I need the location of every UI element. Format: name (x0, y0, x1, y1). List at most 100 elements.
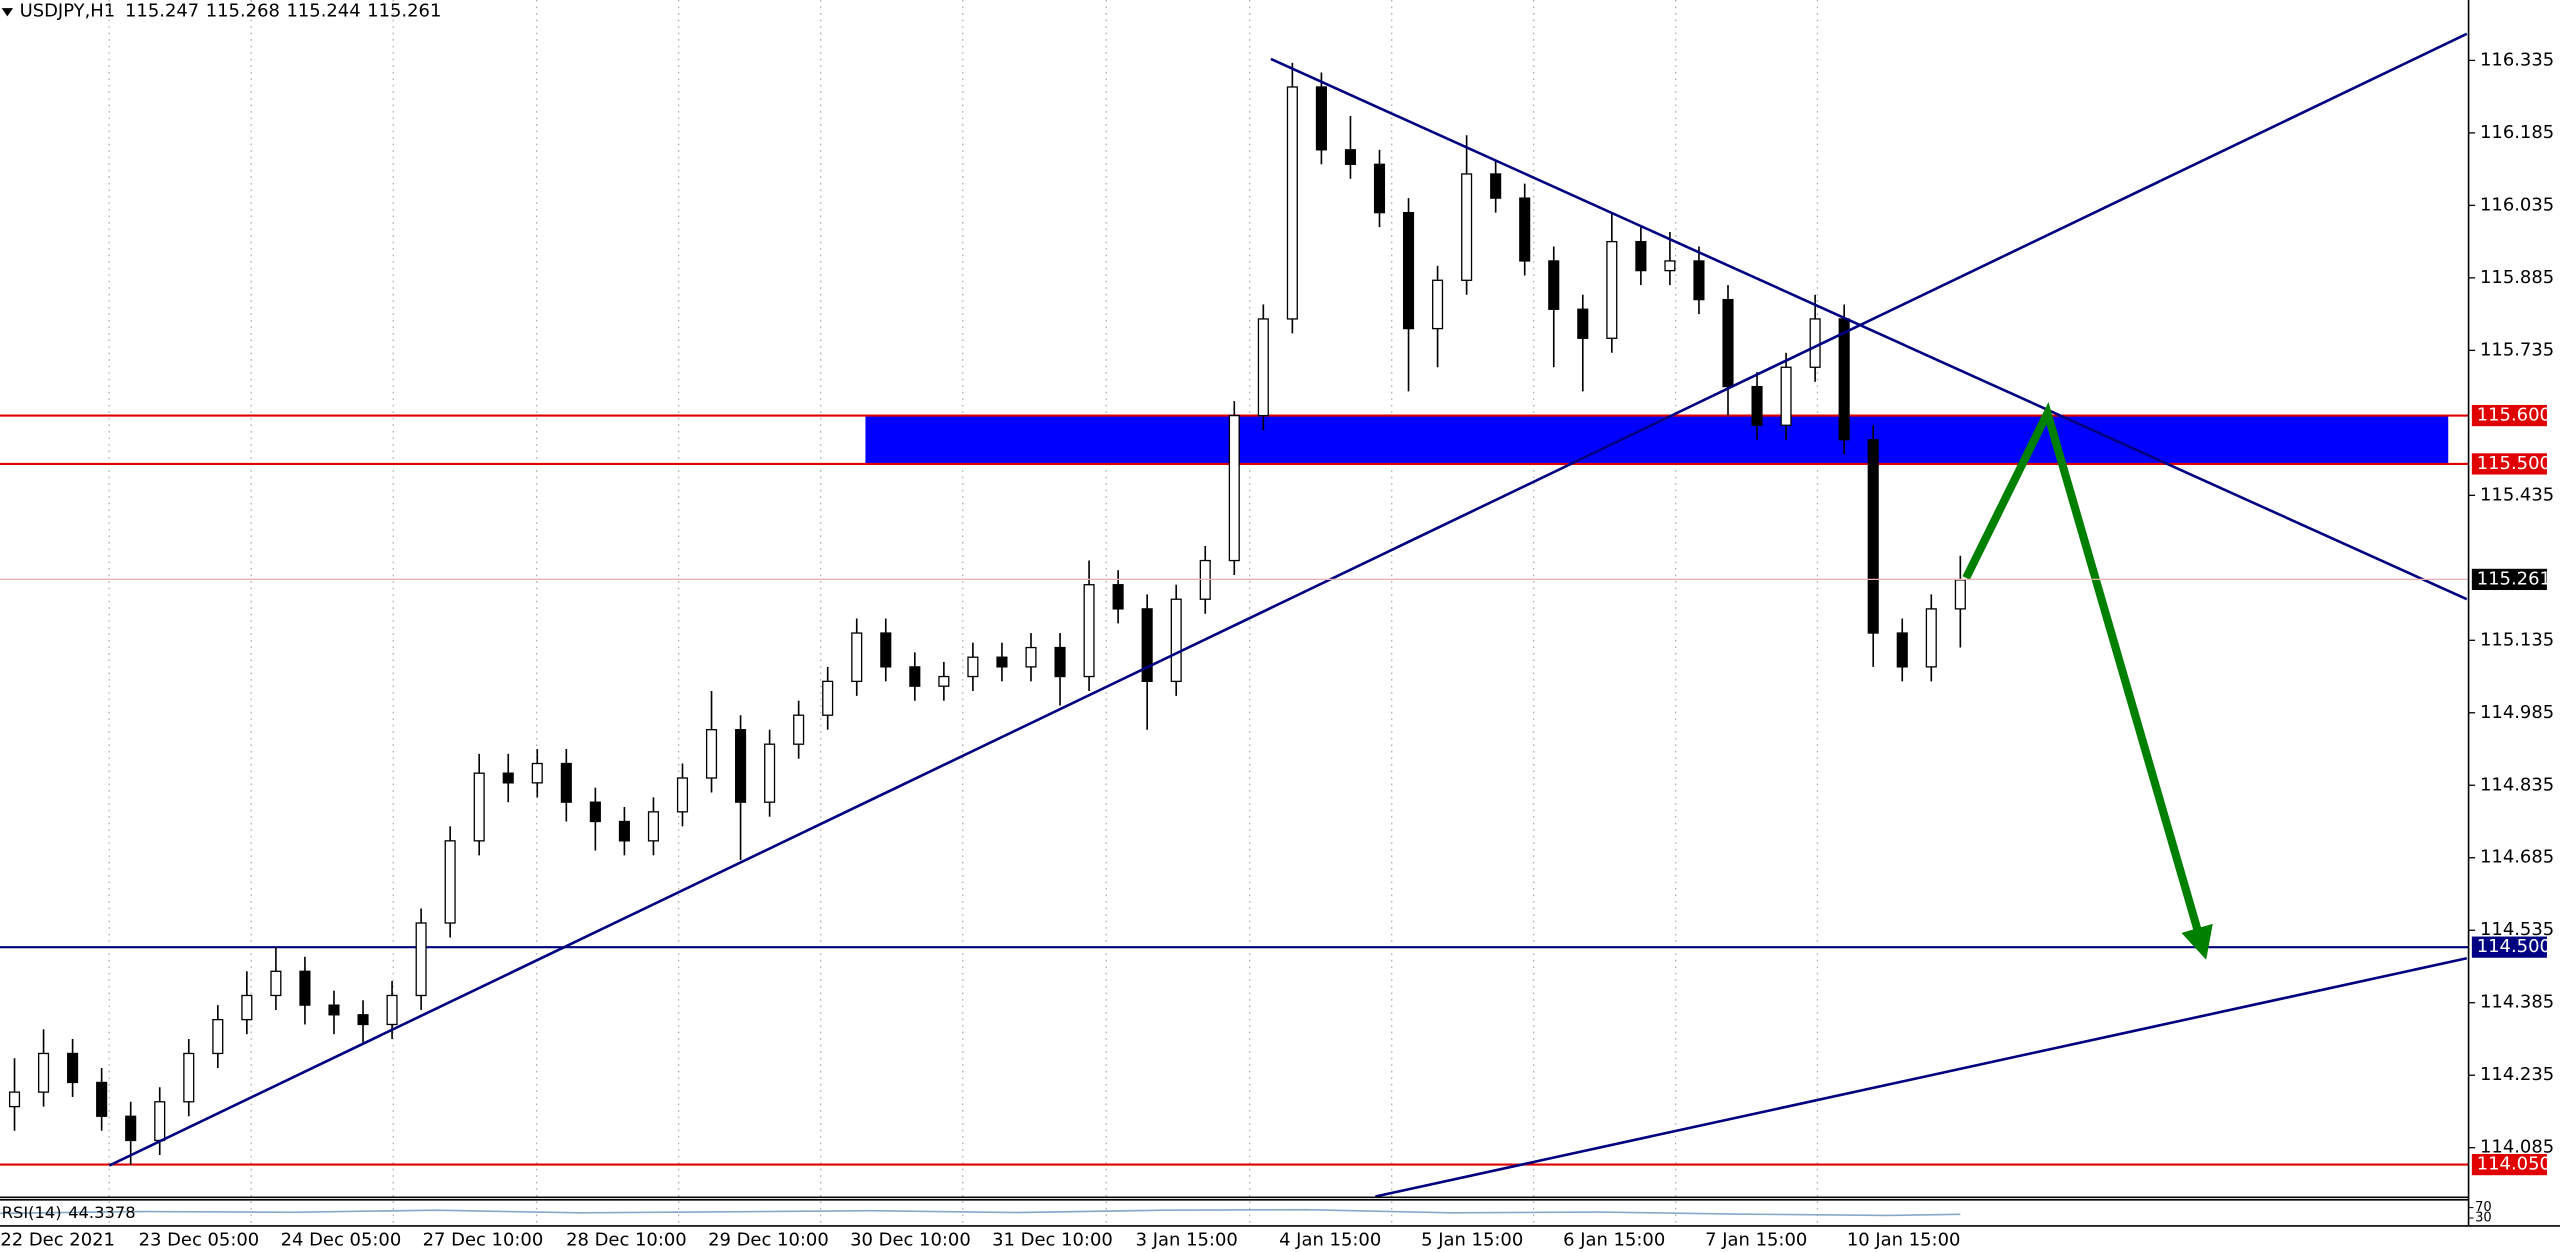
x-tick-label: 27 Dec 10:00 (423, 1230, 544, 1251)
candle-body (1722, 298, 1734, 388)
candle-body (647, 811, 659, 842)
rsi-name: RSI(14) (2, 1202, 62, 1221)
y-tick-label: 115.135 (2480, 629, 2554, 650)
close-value: 115.261 (367, 0, 441, 21)
candle-body (270, 970, 282, 997)
trendline (108, 32, 2468, 1167)
candle-body (38, 1052, 50, 1093)
candle-body (1548, 260, 1560, 310)
candle-body (1577, 308, 1589, 339)
candle-body (764, 743, 776, 803)
level-label-box (2471, 404, 2547, 427)
candle-body (822, 680, 834, 716)
candle-body (1925, 608, 1937, 668)
candle-body (241, 994, 253, 1021)
menu-triangle[interactable] (1, 8, 14, 17)
x-tick-label: 5 Jan 15:00 (1421, 1230, 1523, 1251)
candle-body (444, 840, 456, 924)
y-tick-label: 114.085 (2480, 1137, 2554, 1158)
candle-body (8, 1091, 21, 1108)
candle-body (328, 1004, 340, 1016)
candle-body (212, 1018, 224, 1055)
candle-body (1606, 240, 1618, 339)
candle-body (1083, 584, 1095, 678)
candle-body (1112, 584, 1124, 610)
candle-body (676, 777, 689, 813)
y-tick-label: 114.235 (2480, 1064, 2554, 1085)
rsi-line (0, 1208, 1961, 1217)
candle-body (735, 729, 747, 803)
candle-body (880, 632, 892, 668)
x-tick-label: 7 Jan 15:00 (1705, 1230, 1807, 1251)
x-tick-label: 10 Jan 15:00 (1847, 1230, 1961, 1251)
x-tick-label: 3 Jan 15:00 (1136, 1230, 1238, 1251)
candle-body (618, 820, 630, 842)
high-value: 115.268 (206, 0, 280, 21)
y-tick-label: 115.435 (2480, 484, 2554, 505)
y-tick-label: 114.685 (2480, 847, 2554, 868)
y-tick-label: 115.885 (2480, 267, 2554, 288)
rsi-tick-label: 30 (2475, 1211, 2492, 1226)
current-price-label: 115.261 (2477, 568, 2551, 589)
y-tick-label: 116.035 (2480, 194, 2554, 215)
x-tick-label: 23 Dec 05:00 (139, 1230, 260, 1251)
candle-body (1693, 260, 1705, 301)
candle-body (1751, 385, 1763, 426)
candle-body (1954, 579, 1966, 610)
candle-body (1780, 366, 1792, 426)
candle-body (502, 772, 514, 784)
level-label-box (2471, 453, 2547, 475)
candle-body (96, 1081, 108, 1117)
y-tick-label: 114.985 (2480, 702, 2554, 723)
candle-body (1809, 318, 1821, 368)
y-tick-label: 114.385 (2480, 992, 2554, 1013)
candle-body (473, 772, 485, 842)
x-tick-label: 30 Dec 10:00 (850, 1230, 971, 1251)
y-tick-label: 114.535 (2480, 919, 2554, 940)
candle-body (531, 762, 543, 784)
open-value: 115.247 (125, 0, 199, 21)
candle-body (1257, 318, 1269, 417)
candle-body (1373, 163, 1386, 214)
x-tick-label: 31 Dec 10:00 (992, 1230, 1113, 1251)
candle-body (1054, 646, 1066, 678)
trendline (1375, 956, 2468, 1198)
candle-body (938, 675, 950, 687)
rsi-label: RSI(14) 44.3378 (2, 1202, 136, 1221)
rsi-tick-label: 70 (2475, 1200, 2492, 1215)
level-label: 114.500 (2477, 936, 2551, 957)
candle-body (996, 656, 1008, 668)
x-tick-label: 6 Jan 15:00 (1563, 1230, 1665, 1251)
trendline (1270, 57, 2468, 601)
candle-body (1402, 211, 1415, 330)
chart-title-line: USDJPY,H1 115.247 115.268 115.244 115.261 (20, 0, 442, 21)
current-price-box (2471, 568, 2547, 591)
candle-body (299, 970, 311, 1006)
candle-body (1838, 318, 1850, 441)
candle-body (1867, 439, 1879, 634)
candle-body (1170, 598, 1182, 683)
x-tick-label: 28 Dec 10:00 (566, 1230, 687, 1251)
candle-body (705, 729, 718, 779)
candle-body (967, 656, 979, 678)
candle-body (1025, 646, 1037, 668)
y-tick-label: 114.835 (2480, 774, 2554, 795)
candle-body (1490, 173, 1502, 199)
candle-body (386, 994, 398, 1026)
candle-body (415, 922, 427, 997)
candle-body (589, 801, 601, 823)
rsi-value: 44.3378 (68, 1202, 135, 1221)
candle-body (1519, 197, 1531, 262)
candle-body (1432, 279, 1444, 330)
x-tick-label: 24 Dec 05:00 (281, 1230, 402, 1251)
candle-body (1896, 632, 1908, 668)
candle-body (1461, 173, 1473, 281)
level-label: 115.500 (2477, 453, 2551, 474)
candle-body (1344, 149, 1357, 165)
forecast-arrow (1962, 401, 2213, 960)
candle-body (125, 1115, 137, 1142)
y-tick-label: 116.185 (2480, 122, 2554, 143)
candle-body (560, 762, 572, 803)
candle-body (183, 1052, 195, 1103)
